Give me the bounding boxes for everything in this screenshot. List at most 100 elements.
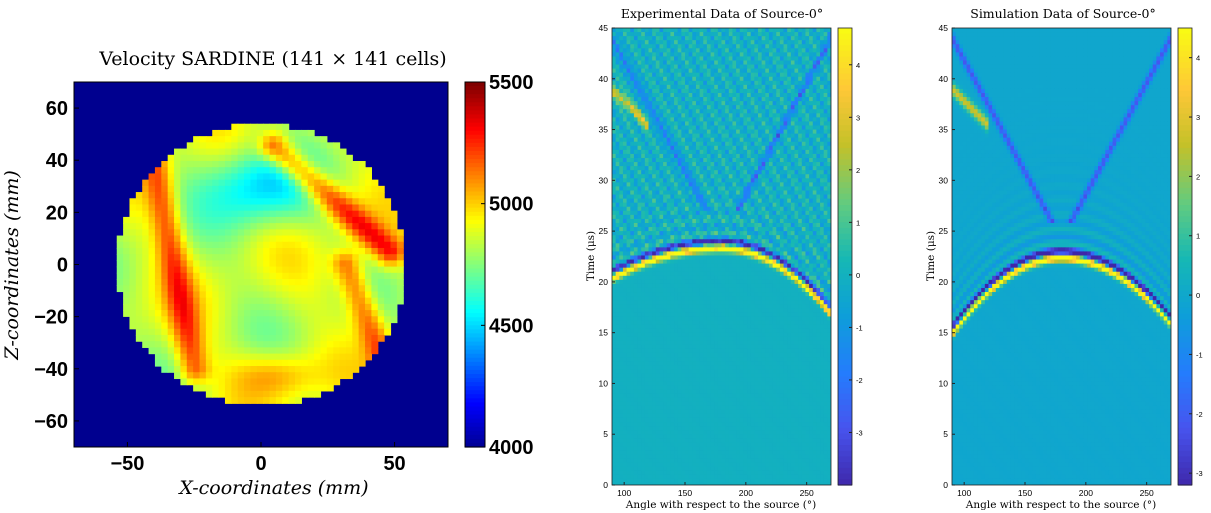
experimental-cell [622,202,628,208]
experimental-cell [743,40,748,45]
experimental-cell [812,109,817,114]
velocity-cell [294,328,302,336]
experimental-cell [790,182,795,187]
experimental-cell [725,36,730,41]
experimental-cell [725,190,730,196]
velocity-cell [320,185,328,193]
experimental-cell [717,101,722,106]
experimental-cell [663,121,668,126]
experimental-cell [783,178,788,183]
experimental-cell [805,129,810,135]
experimental-cell [758,113,763,118]
velocity-cell [205,316,213,324]
experimental-cell [619,93,624,98]
velocity-cell [180,185,188,193]
experimental-cell [703,170,708,175]
experimental-cell [692,56,697,61]
experimental-cell [750,206,755,212]
experimental-cell [659,121,664,126]
experimental-cell [695,178,701,183]
experimental-cell [827,133,831,139]
velocity-cell [320,136,328,143]
velocity-cell [371,316,379,324]
experimental-cell [681,174,686,179]
experimental-cell [779,133,785,139]
experimental-cell [739,149,744,155]
velocity-cell [154,322,162,330]
experimental-cell [714,239,719,244]
velocity-cell [205,266,213,274]
experimental-cell [612,129,617,135]
experimental-cell [688,64,693,70]
velocity-cell [250,123,258,131]
experimental-cell [685,101,690,106]
experimental-cell [615,210,620,216]
velocity-cell [250,272,258,280]
experimental-cell [794,101,799,106]
velocity-cell [358,223,366,230]
experimental-cell [619,166,624,171]
velocity-cell [288,397,296,404]
experimental-cell [739,68,744,74]
velocity-cell [250,148,258,156]
experimental-cell [820,80,825,86]
experimental-cell [644,137,649,143]
velocity-cell [193,247,201,255]
experimental-cell [703,210,708,216]
experimental-cell [670,166,675,171]
experimental-cell [674,202,679,208]
velocity-cell [333,359,341,367]
experimental-cell [714,56,719,61]
experimental-cell [622,36,628,41]
experimental-cell [663,84,668,90]
experimental-cell [768,60,774,66]
experimental-cell [816,44,821,49]
experimental-cell [677,101,682,106]
velocity-cell [365,285,372,293]
experimental-cell [710,202,715,208]
experimental-cell [721,93,726,98]
experimental-cell [622,178,628,183]
experimental-cell [688,194,693,200]
experimental-cell [626,36,631,41]
velocity-colorbar-swatch [465,317,485,322]
experimental-cell [710,101,715,106]
velocity-cell [256,216,264,224]
velocity-cell [256,229,264,237]
experimental-cell [794,162,799,167]
velocity-cell [339,198,347,206]
experimental-cell [644,149,649,155]
velocity-cell [250,372,258,380]
velocity-cell [263,328,271,336]
experimental-cell [776,222,781,228]
experimental-cell [823,153,828,159]
velocity-cell [275,272,283,280]
experimental-cell [809,88,814,94]
experimental-cell [677,218,682,224]
velocity-cell [244,328,252,336]
experimental-cell [699,105,704,110]
experimental-cell [772,137,777,143]
velocity-cell [390,241,398,249]
experimental-cell [692,113,697,118]
experimental-cell [692,186,697,191]
experimental-cell [619,190,624,196]
experimental-cell [779,72,785,78]
velocity-cell [365,241,372,249]
experimental-cell [666,218,671,224]
experimental-cell [772,88,777,94]
experimental-cell [641,190,646,196]
experimental-cell [637,202,642,208]
velocity-cell [237,378,245,386]
velocity-cell [390,266,398,274]
velocity-cell [174,173,182,181]
experimental-cell [809,48,814,53]
velocity-cell [301,316,309,324]
experimental-cell [732,129,737,135]
experimental-cell [801,80,806,86]
experimental-cell [739,28,744,33]
velocity-cell [288,198,296,206]
experimental-cell [622,72,628,78]
experimental-cell [663,137,668,143]
experimental-cell [728,97,733,102]
